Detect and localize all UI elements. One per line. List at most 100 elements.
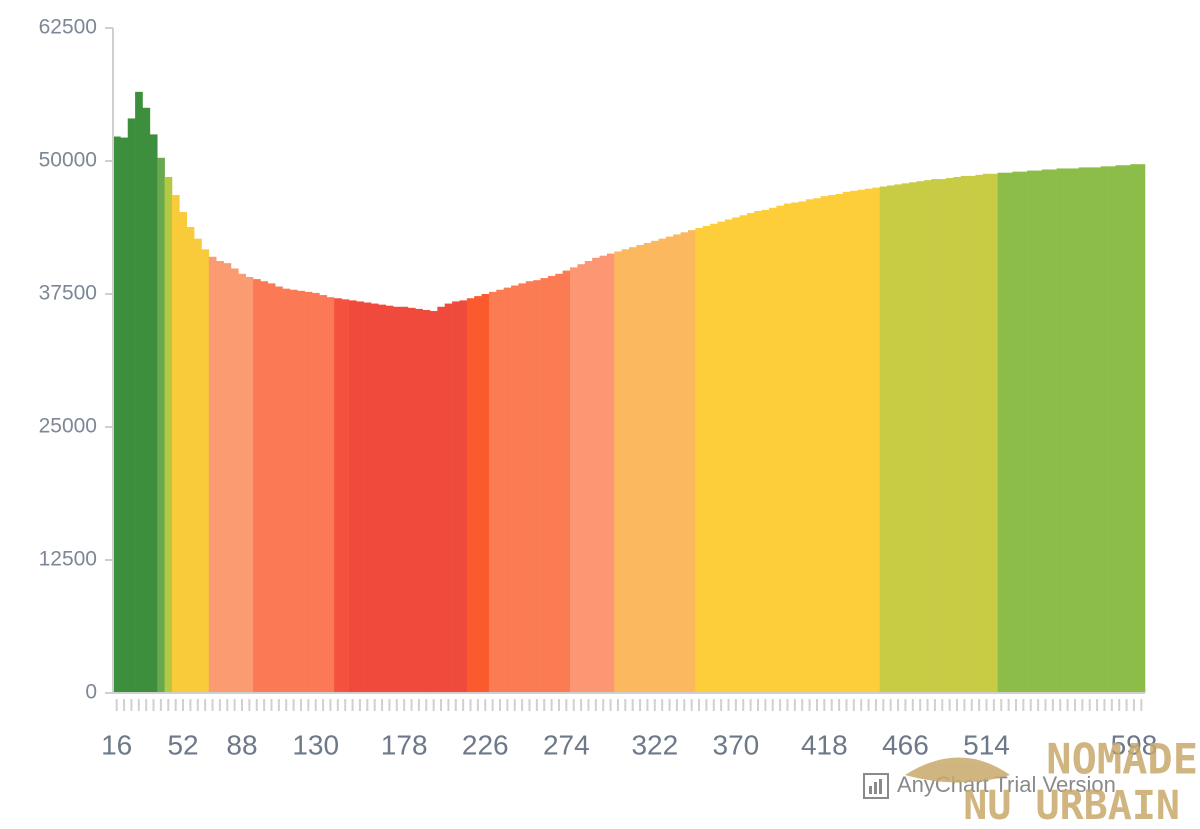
bar [761, 209, 770, 693]
bar [1034, 170, 1043, 694]
bar [393, 306, 401, 693]
bar [1115, 165, 1124, 694]
bar [813, 198, 821, 694]
x-tick-label: 130 [292, 729, 339, 760]
bar [113, 136, 121, 693]
bar [769, 207, 777, 694]
bar [975, 174, 984, 693]
bar [1086, 167, 1094, 693]
y-tick-label: 25000 [39, 415, 97, 438]
bar [356, 301, 364, 693]
bar [916, 181, 925, 693]
bar [194, 238, 202, 693]
bar [982, 173, 991, 693]
bar [562, 270, 571, 693]
bar [754, 211, 762, 693]
bar [872, 187, 880, 693]
bar [149, 134, 158, 693]
bar [945, 178, 954, 694]
logo-line1: NOMADE [1046, 735, 1198, 784]
bar [297, 290, 305, 693]
x-tick-label: 370 [713, 729, 760, 760]
bar [208, 256, 217, 693]
bar [923, 180, 932, 694]
bar [275, 286, 283, 693]
bar [1130, 164, 1138, 693]
bar [1078, 167, 1087, 693]
bar [1063, 168, 1072, 693]
bar [1122, 165, 1131, 694]
bar [422, 309, 431, 693]
bar [518, 283, 527, 693]
x-tick-label: 52 [167, 729, 198, 760]
bar [540, 278, 549, 693]
bar [267, 283, 276, 693]
bar [1137, 164, 1146, 693]
bar [459, 300, 468, 693]
bar [157, 157, 165, 694]
bar [636, 245, 645, 693]
bar [171, 195, 180, 693]
bar [555, 273, 563, 693]
bar [444, 303, 453, 693]
x-tick-label: 16 [101, 729, 132, 760]
bar [1019, 171, 1028, 693]
bar [879, 186, 888, 693]
bar [665, 236, 674, 693]
bar [253, 279, 261, 693]
bar [732, 217, 740, 693]
bar [385, 305, 394, 693]
bar [238, 273, 246, 693]
bar [1056, 168, 1065, 693]
bar [525, 281, 534, 693]
bar [864, 188, 873, 693]
bar [179, 212, 188, 693]
bar [289, 289, 298, 693]
bar [673, 234, 681, 693]
bar [260, 281, 269, 693]
bar [371, 303, 379, 693]
bar [783, 203, 792, 693]
bar [584, 261, 593, 693]
bar [1041, 169, 1050, 694]
x-tick-label: 226 [462, 729, 509, 760]
bar [621, 249, 630, 693]
bar [164, 176, 173, 693]
bar [135, 91, 143, 694]
bar [1100, 166, 1109, 693]
x-tick-label: 88 [226, 729, 257, 760]
bar [319, 295, 328, 693]
x-tick-label: 514 [963, 729, 1010, 760]
bar [142, 107, 151, 694]
bar [776, 205, 785, 694]
bar [437, 306, 446, 693]
bar [968, 175, 976, 693]
bar [835, 193, 844, 693]
bar [186, 226, 195, 693]
y-tick-label: 37500 [39, 282, 97, 305]
bar [651, 240, 659, 694]
y-tick-label: 0 [85, 681, 97, 704]
logo: NOMADE NU URBAIN [905, 735, 1198, 829]
bar [658, 238, 667, 693]
bar [570, 267, 578, 693]
bar [407, 307, 416, 693]
watermark-icon-bar [869, 786, 872, 794]
bar [1108, 166, 1116, 693]
bar [400, 306, 409, 693]
bar [953, 176, 962, 693]
bar [1004, 172, 1013, 694]
bar [363, 302, 372, 693]
bar [326, 297, 335, 693]
bar [474, 296, 482, 693]
bar [577, 264, 586, 693]
bar [1027, 170, 1035, 694]
bar [1093, 167, 1102, 693]
bar [931, 179, 939, 693]
bar [1012, 171, 1020, 693]
bar [828, 195, 836, 693]
bar [739, 215, 748, 694]
watermark-icon-bar [874, 782, 877, 794]
bar [592, 257, 600, 693]
bar [857, 189, 866, 693]
